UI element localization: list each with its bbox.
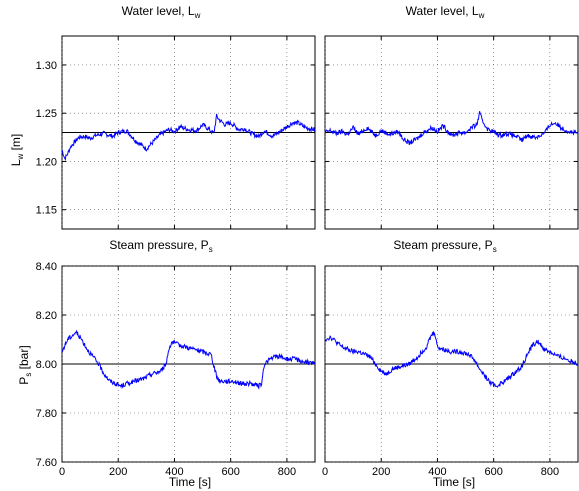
chart-title: Water level, Lw — [406, 4, 485, 20]
water-level-chart-right: Water level, Lw — [324, 4, 579, 230]
y-tick-label: 7.60 — [36, 457, 57, 469]
y-tick-label: 1.15 — [36, 205, 57, 217]
y-tick-label: 1.25 — [36, 108, 57, 120]
x-axis-label: Time [s] — [433, 475, 475, 489]
y-axis-label: Lw [m] — [9, 134, 25, 166]
x-tick-label: 600 — [221, 466, 239, 478]
x-tick-label: 200 — [109, 466, 127, 478]
y-tick-label: 7.80 — [36, 408, 57, 420]
x-axis-label: Time [s] — [169, 475, 211, 489]
x-tick-label: 800 — [541, 466, 559, 478]
series-line — [324, 331, 579, 388]
x-tick-label: 0 — [322, 466, 328, 478]
x-tick-label: 600 — [484, 466, 502, 478]
y-tick-label: 1.30 — [36, 60, 57, 72]
series-line — [324, 111, 579, 145]
chart-title: Steam pressure, Ps — [109, 238, 212, 254]
x-tick-label: 400 — [428, 466, 446, 478]
y-tick-label: 1.20 — [36, 156, 57, 168]
chart-title: Water level, Lw — [122, 4, 201, 20]
y-tick-label: 8.20 — [36, 310, 57, 322]
steam-pressure-chart-right: Steam pressure, Ps Time [s] 0 200 400 600 80… — [322, 238, 579, 489]
chart-title: Steam pressure, Ps — [393, 238, 496, 254]
x-tick-label: 0 — [59, 466, 65, 478]
series-line — [61, 329, 316, 390]
series-line — [61, 113, 316, 162]
x-tick-label: 800 — [278, 466, 296, 478]
steam-pressure-chart-left: Steam pressure, Ps Ps [bar] Time [s] 0 20… — [17, 238, 316, 489]
y-axis-label: Ps [bar] — [17, 345, 33, 384]
y-tick-label: 8.40 — [36, 261, 57, 273]
x-tick-label: 400 — [165, 466, 183, 478]
y-tick-label: 8.00 — [36, 359, 57, 371]
x-tick-label: 200 — [372, 466, 390, 478]
water-level-chart-left: Water level, Lw Lw [m] 1.15 1.20 1.25 1.30 — [9, 4, 316, 230]
